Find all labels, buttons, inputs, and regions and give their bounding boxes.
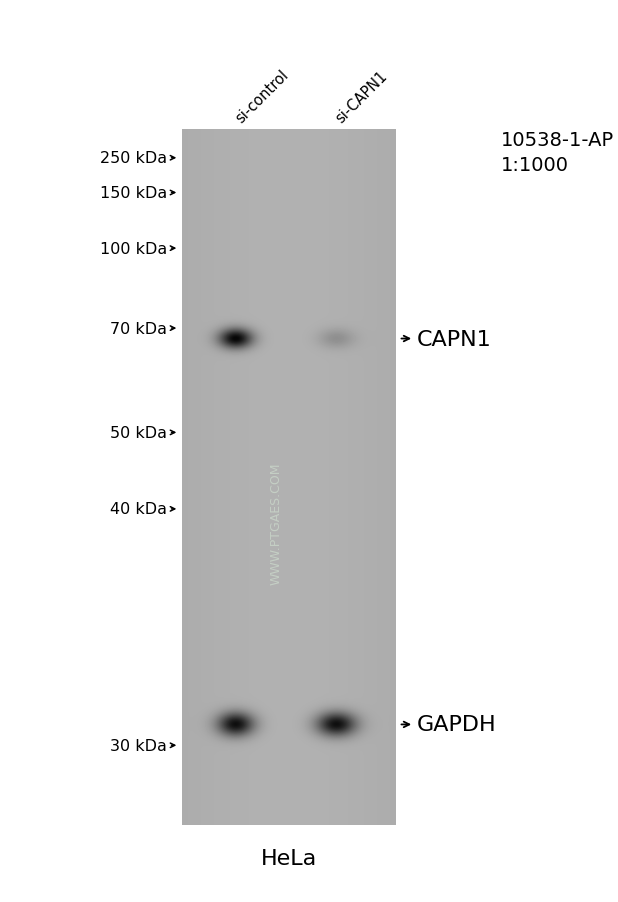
Text: GAPDH: GAPDH [417,714,497,734]
Text: 100 kDa: 100 kDa [99,242,167,256]
Text: HeLa: HeLa [261,848,317,868]
Text: 30 kDa: 30 kDa [110,738,167,753]
Text: 150 kDa: 150 kDa [99,186,167,201]
Text: WWW.PTGAES.COM: WWW.PTGAES.COM [270,462,283,584]
Text: si-CAPN1: si-CAPN1 [332,69,391,126]
Text: 50 kDa: 50 kDa [110,426,167,440]
Text: si-control: si-control [232,68,291,126]
Text: 10538-1-AP
1:1000: 10538-1-AP 1:1000 [501,131,614,175]
Text: CAPN1: CAPN1 [417,329,492,349]
Text: 70 kDa: 70 kDa [110,321,167,336]
Text: 40 kDa: 40 kDa [110,502,167,517]
Text: 250 kDa: 250 kDa [99,151,167,166]
